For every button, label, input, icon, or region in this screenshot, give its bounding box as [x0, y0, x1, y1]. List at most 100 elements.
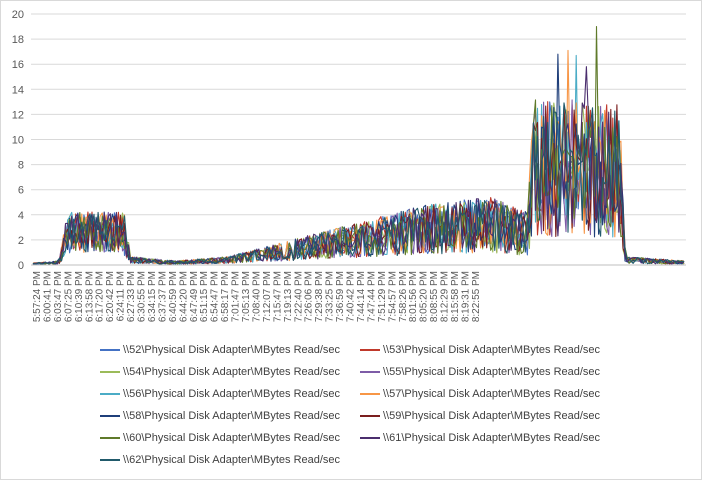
y-tick-label: 10	[12, 135, 24, 147]
legend-label: \\56\Physical Disk Adapter\MBytes Read/s…	[123, 388, 341, 400]
legend-swatch	[100, 459, 120, 461]
x-tick-label: 6:10:39 PM	[74, 271, 85, 322]
legend-entry: \\59\Physical Disk Adapter\MBytes Read/s…	[360, 410, 620, 422]
x-tick-label: 8:22:55 PM	[471, 271, 482, 322]
legend-label: \\54\Physical Disk Adapter\MBytes Read/s…	[123, 366, 341, 378]
legend-row: \\62\Physical Disk Adapter\MBytes Read/s…	[100, 449, 620, 471]
x-tick-label: 6:44:20 PM	[178, 271, 189, 322]
y-tick-label: 8	[18, 160, 24, 172]
x-tick-label: 6:40:59 PM	[168, 271, 179, 322]
x-tick-label: 6:13:58 PM	[84, 271, 95, 322]
x-tick-label: 7:44:14 PM	[356, 271, 367, 322]
x-tick-label: 7:01:47 PM	[231, 271, 242, 322]
x-tick-label: 7:22:40 PM	[293, 271, 304, 322]
x-tick-label: 8:05:20 PM	[419, 271, 430, 322]
x-tick-label: 6:54:47 PM	[210, 271, 221, 322]
legend-row: \\56\Physical Disk Adapter\MBytes Read/s…	[100, 383, 620, 405]
legend-entry: \\53\Physical Disk Adapter\MBytes Read/s…	[360, 344, 620, 356]
x-axis-tick-labels: 5:57:24 PM 6:00:41 PM 6:03:47 PM 6:07:25 PM…	[32, 271, 482, 322]
legend-swatch	[100, 393, 120, 395]
legend-entry: \\57\Physical Disk Adapter\MBytes Read/s…	[360, 388, 620, 400]
legend-swatch	[100, 371, 120, 373]
x-tick-label: 6:17:20 PM	[95, 271, 106, 322]
x-tick-label: 7:36:59 PM	[335, 271, 346, 322]
legend-label: \\57\Physical Disk Adapter\MBytes Read/s…	[383, 388, 601, 400]
x-tick-label: 6:30:55 PM	[137, 271, 148, 322]
legend-label: \\60\Physical Disk Adapter\MBytes Read/s…	[123, 432, 341, 444]
x-tick-label: 6:20:42 PM	[105, 271, 116, 322]
x-tick-label: 6:00:41 PM	[42, 271, 53, 322]
y-axis-tick-labels: 0 2 4 6 8 10 12 14 16 18 20	[12, 9, 24, 272]
legend-swatch	[360, 393, 380, 395]
legend-entry: \\61\Physical Disk Adapter\MBytes Read/s…	[360, 432, 620, 444]
legend-entry: \\56\Physical Disk Adapter\MBytes Read/s…	[100, 388, 360, 400]
x-tick-label: 8:19:31 PM	[460, 271, 471, 322]
x-tick-label: 6:03:47 PM	[53, 271, 64, 322]
x-tick-label: 7:05:13 PM	[241, 271, 252, 322]
series-line	[33, 104, 685, 265]
x-tick-label: 6:47:49 PM	[189, 271, 200, 322]
legend-swatch	[360, 371, 380, 373]
x-tick-label: 7:47:44 PM	[366, 271, 377, 322]
legend-row: \\52\Physical Disk Adapter\MBytes Read/s…	[100, 339, 620, 361]
x-tick-label: 5:57:24 PM	[32, 271, 43, 322]
x-tick-label: 8:15:58 PM	[450, 271, 461, 322]
y-tick-label: 12	[12, 109, 24, 121]
x-tick-label: 8:01:56 PM	[408, 271, 419, 322]
x-tick-label: 7:15:47 PM	[272, 271, 283, 322]
y-tick-label: 4	[18, 210, 24, 222]
x-tick-label: 6:27:33 PM	[126, 271, 137, 322]
legend-label: \\58\Physical Disk Adapter\MBytes Read/s…	[123, 410, 341, 422]
x-tick-label: 7:12:07 PM	[262, 271, 273, 322]
legend-entry: \\58\Physical Disk Adapter\MBytes Read/s…	[100, 410, 360, 422]
legend-swatch	[360, 415, 380, 417]
x-tick-label: 7:26:06 PM	[304, 271, 315, 322]
legend: \\52\Physical Disk Adapter\MBytes Read/s…	[100, 339, 620, 471]
x-tick-label: 6:37:37 PM	[157, 271, 168, 322]
x-tick-label: 7:40:42 PM	[346, 271, 357, 322]
legend-label: \\62\Physical Disk Adapter\MBytes Read/s…	[123, 454, 341, 466]
legend-swatch	[100, 437, 120, 439]
series-line	[32, 102, 685, 266]
y-tick-label: 16	[12, 59, 24, 71]
y-tick-label: 18	[12, 34, 24, 46]
x-tick-label: 6:24:11 PM	[116, 271, 127, 321]
y-tick-label: 2	[18, 235, 24, 247]
legend-entry: \\60\Physical Disk Adapter\MBytes Read/s…	[100, 432, 360, 444]
legend-entry: \\54\Physical Disk Adapter\MBytes Read/s…	[100, 366, 360, 378]
legend-label: \\59\Physical Disk Adapter\MBytes Read/s…	[383, 410, 601, 422]
x-tick-label: 7:29:38 PM	[314, 271, 325, 322]
series-lines	[32, 26, 685, 266]
legend-entry: \\62\Physical Disk Adapter\MBytes Read/s…	[100, 454, 378, 466]
x-tick-label: 6:51:15 PM	[199, 271, 210, 322]
legend-entry: \\52\Physical Disk Adapter\MBytes Read/s…	[100, 344, 360, 356]
x-tick-label: 7:51:29 PM	[377, 271, 388, 322]
x-tick-label: 6:34:15 PM	[147, 271, 158, 322]
x-tick-label: 7:33:25 PM	[325, 271, 336, 322]
legend-swatch	[100, 349, 120, 351]
y-tick-label: 6	[18, 185, 24, 197]
legend-swatch	[360, 349, 380, 351]
x-tick-label: 8:08:55 PM	[429, 271, 440, 322]
x-tick-label: 6:07:25 PM	[63, 271, 74, 322]
legend-swatch	[360, 437, 380, 439]
x-tick-label: 8:12:29 PM	[440, 271, 451, 322]
x-tick-label: 7:54:57 PM	[387, 271, 398, 322]
y-tick-label: 20	[12, 9, 24, 21]
legend-entry: \\55\Physical Disk Adapter\MBytes Read/s…	[360, 366, 620, 378]
legend-label: \\53\Physical Disk Adapter\MBytes Read/s…	[383, 344, 601, 356]
legend-row: \\60\Physical Disk Adapter\MBytes Read/s…	[100, 427, 620, 449]
x-tick-label: 6:58:17 PM	[220, 271, 231, 322]
y-tick-label: 14	[12, 84, 24, 96]
legend-label: \\55\Physical Disk Adapter\MBytes Read/s…	[383, 366, 601, 378]
legend-row: \\58\Physical Disk Adapter\MBytes Read/s…	[100, 405, 620, 427]
legend-row: \\54\Physical Disk Adapter\MBytes Read/s…	[100, 361, 620, 383]
legend-swatch	[100, 415, 120, 417]
x-tick-label: 7:08:40 PM	[251, 271, 262, 322]
y-tick-label: 0	[18, 260, 24, 272]
x-tick-label: 7:19:13 PM	[283, 271, 294, 322]
legend-label: \\61\Physical Disk Adapter\MBytes Read/s…	[383, 432, 601, 444]
legend-label: \\52\Physical Disk Adapter\MBytes Read/s…	[123, 344, 341, 356]
x-tick-label: 7:58:26 PM	[398, 271, 409, 322]
